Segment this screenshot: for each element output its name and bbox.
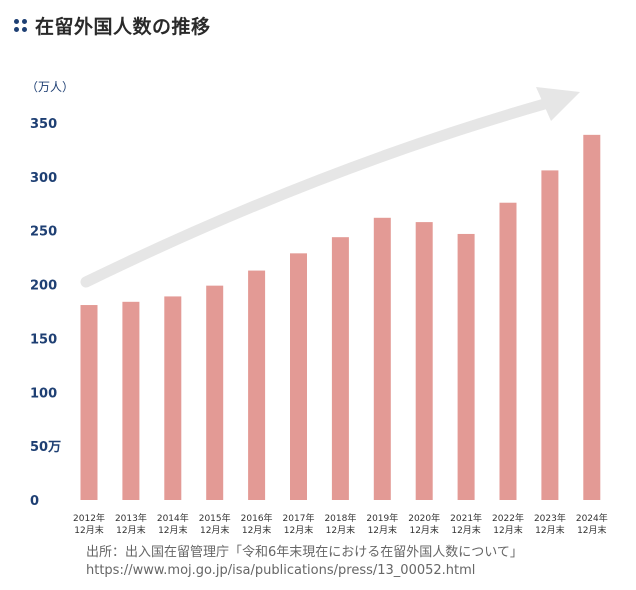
bar bbox=[331, 237, 349, 501]
x-tick-label-year: 2021年 bbox=[450, 512, 482, 524]
x-tick-label-year: 2013年 bbox=[115, 512, 147, 524]
bar-chart: （万人）050万1001502002503003502012年12月末2013年… bbox=[26, 80, 608, 536]
bar bbox=[583, 134, 601, 500]
title-bullet-icon bbox=[14, 19, 27, 32]
x-tick-label-month: 12月末 bbox=[451, 524, 480, 536]
y-tick-label: 250 bbox=[30, 225, 57, 240]
x-tick-label-month: 12月末 bbox=[535, 524, 564, 536]
x-tick-label-year: 2020年 bbox=[408, 512, 440, 524]
y-tick-label: 100 bbox=[30, 386, 57, 401]
bar bbox=[164, 296, 182, 500]
bar bbox=[499, 202, 517, 501]
x-tick-label-month: 12月末 bbox=[409, 524, 438, 536]
x-tick-label-month: 12月末 bbox=[74, 524, 103, 536]
x-tick-label-year: 2019年 bbox=[366, 512, 398, 524]
y-tick-label: 0 bbox=[30, 494, 39, 509]
bar bbox=[122, 301, 140, 500]
chart-title-row: 在留外国人数の推移 bbox=[14, 12, 211, 39]
x-tick-label-month: 12月末 bbox=[242, 524, 271, 536]
x-tick-label-year: 2012年 bbox=[73, 512, 105, 524]
x-tick-label-month: 12月末 bbox=[116, 524, 145, 536]
x-tick-label-month: 12月末 bbox=[493, 524, 522, 536]
bar bbox=[290, 253, 307, 500]
bar bbox=[457, 233, 475, 500]
x-tick-label-year: 2018年 bbox=[324, 512, 356, 524]
x-tick-label-year: 2017年 bbox=[283, 512, 315, 524]
y-tick-label: 150 bbox=[30, 332, 57, 347]
trend-arrow-head bbox=[536, 87, 580, 121]
y-tick-label: 350 bbox=[30, 117, 57, 132]
trend-arrow-shaft bbox=[80, 97, 554, 288]
x-tick-label-month: 12月末 bbox=[326, 524, 355, 536]
source-note: 出所：出入国在留管理庁「令和6年末現在における在留外国人数について」 https… bbox=[86, 544, 523, 580]
x-tick-label-month: 12月末 bbox=[577, 524, 606, 536]
x-tick-label-year: 2022年 bbox=[492, 512, 524, 524]
bar bbox=[248, 270, 266, 500]
source-url: https://www.moj.go.jp/isa/publications/p… bbox=[86, 563, 476, 578]
x-tick-label-month: 12月末 bbox=[200, 524, 229, 536]
bar bbox=[206, 285, 224, 500]
x-tick-label-month: 12月末 bbox=[284, 524, 313, 536]
x-tick-label-month: 12月末 bbox=[158, 524, 187, 536]
x-tick-label-year: 2015年 bbox=[199, 512, 231, 524]
x-tick-label-year: 2014年 bbox=[157, 512, 189, 524]
x-tick-label-year: 2024年 bbox=[576, 512, 608, 524]
y-axis-unit-label: （万人） bbox=[26, 80, 74, 94]
bar bbox=[541, 170, 559, 500]
x-tick-label-year: 2023年 bbox=[534, 512, 566, 524]
source-line-1: 出所：出入国在留管理庁「令和6年末現在における在留外国人数について」 bbox=[86, 545, 523, 560]
chart-title: 在留外国人数の推移 bbox=[35, 16, 211, 38]
bar bbox=[415, 222, 433, 500]
y-tick-label: 50万 bbox=[30, 440, 61, 455]
y-tick-label: 200 bbox=[30, 279, 57, 294]
bar bbox=[373, 217, 391, 500]
y-tick-label: 300 bbox=[30, 171, 57, 186]
x-tick-label-year: 2016年 bbox=[241, 512, 273, 524]
bar bbox=[80, 305, 98, 500]
x-tick-label-month: 12月末 bbox=[368, 524, 397, 536]
